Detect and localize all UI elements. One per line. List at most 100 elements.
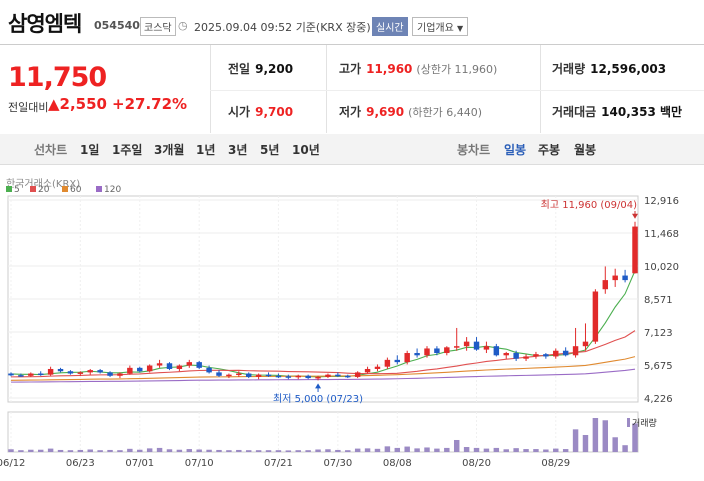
period-3m[interactable]: 3개월 [154,143,185,157]
volume-bar [77,449,84,452]
stat-volume: 거래량 12,596,003 [552,62,667,76]
volume-bar [117,450,123,452]
candle-chart-button[interactable]: 봉차트 [457,143,491,157]
volume-bar [305,450,311,452]
volume-bar [47,448,54,452]
volume-legend-swatch [627,418,630,427]
volume-bar [315,449,321,452]
volume-bar [493,447,500,452]
volume-bar [156,447,163,452]
x-tick-label: 08/29 [541,458,570,469]
x-tick-label: 06/12 [0,458,25,469]
candle-body [523,356,529,359]
period-1w[interactable]: 1주일 [112,143,143,157]
legend-ma5: 5 [6,185,20,195]
header: 삼영엠텍 054540 코스닥 ◷ 2025.09.04 09:52 기준(KR… [0,0,704,44]
volume-bar [236,449,242,452]
volume-bar [18,450,24,452]
weekly-button[interactable]: 주봉 [538,143,561,157]
candle-body [622,275,628,281]
candle-body [285,376,292,378]
candle-body [473,341,480,350]
volume-bar [216,449,222,452]
volume-bar [582,435,589,452]
volume-bar [483,448,490,452]
candle-body [107,372,113,376]
period-1y[interactable]: 1년 [196,143,216,157]
volume-bar [523,449,529,452]
x-tick-label: 07/21 [264,458,293,469]
volume-bar [513,448,519,452]
candle-body [513,353,519,359]
volume-bar [176,449,183,452]
volume-bar [473,447,480,452]
company-info-dropdown[interactable]: 기업개요 ▼ [412,17,469,36]
candle-body [335,374,341,377]
volume-bar [255,450,262,452]
period-1d[interactable]: 1일 [80,143,100,157]
volume-bar [612,437,618,452]
candle-body [18,375,24,377]
period-10y[interactable]: 10년 [292,143,320,157]
volume-bar [553,448,559,452]
volume-bar [285,450,292,452]
candle-body [77,372,84,374]
y-tick-label: 11,468 [644,229,679,240]
candle-body [582,341,589,347]
candle-body [374,366,381,369]
candle-body [245,373,252,377]
candle-body [37,373,44,376]
volume-bar [384,446,391,452]
volume-bar [87,449,93,452]
ma20-line [10,330,636,378]
candle-body [543,354,549,357]
daily-button[interactable]: 일봉 [504,143,527,157]
volume-bar [295,450,301,452]
volume-bar [572,429,579,452]
change-percent: +27.72% [112,95,188,113]
x-tick-label: 07/10 [185,458,214,469]
legend-swatch [62,186,68,192]
volume-bar [245,450,252,452]
high-annotation: 최고 11,960 (09/04) [541,199,637,211]
volume-frame [7,411,639,453]
volume-bar [374,448,381,452]
ma60-line [10,356,636,381]
period-3y[interactable]: 3년 [228,143,248,157]
volume-bar [335,449,341,452]
legend-swatch [6,186,12,192]
candle-body [553,350,559,357]
divider [326,45,327,133]
volume-bar [107,449,113,452]
volume-bar [57,449,64,452]
candle-body [28,373,34,376]
candle-body [463,341,470,347]
volume-bar [28,449,34,452]
candle-body [87,370,93,373]
candle-body [47,368,54,375]
volume-bar [345,450,351,452]
realtime-button[interactable]: 실시간 [372,17,408,36]
ma120-line [10,368,636,383]
change-label: 전일대비 [8,101,49,114]
volume-bar [137,449,143,452]
volume-bar [206,449,212,452]
monthly-button[interactable]: 월봉 [574,143,597,157]
x-tick-label: 07/30 [323,458,352,469]
candle-body [612,275,618,281]
candle-body [295,375,301,378]
legend-swatch [96,186,102,192]
volume-bar [37,449,44,452]
candle-body [275,375,282,378]
period-5y[interactable]: 5년 [260,143,280,157]
candle-body [57,368,64,372]
y-tick-label: 10,020 [644,262,679,273]
candle-body [226,374,232,377]
candle-body [196,362,202,368]
line-chart-button[interactable]: 선차트 [34,143,68,157]
candle-body [632,226,638,274]
stock-code: 054540 [94,19,140,32]
candle-body [364,368,371,373]
candle-body [602,280,609,290]
